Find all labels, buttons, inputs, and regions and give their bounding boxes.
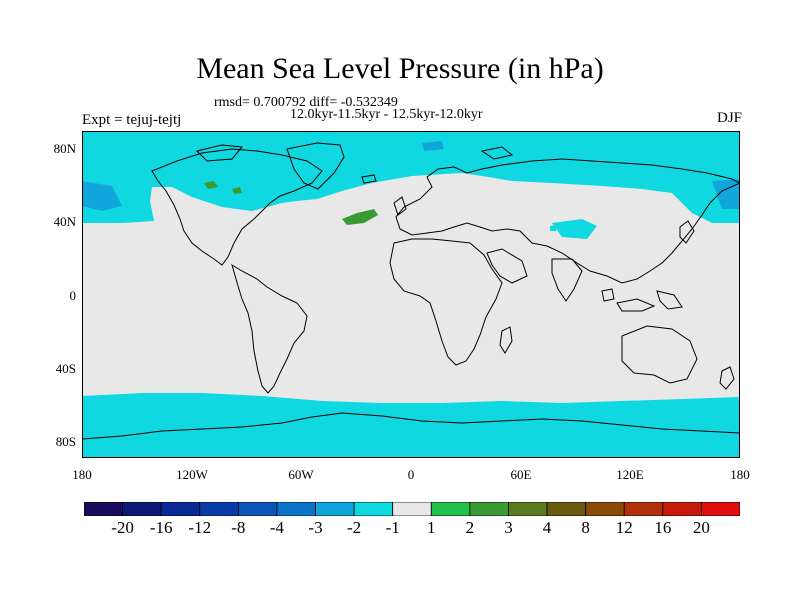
lon-tick-label: 120W bbox=[176, 467, 208, 482]
mid-lat-anomaly-patch bbox=[552, 219, 597, 239]
colorbar-box bbox=[237, 502, 278, 516]
coastlines bbox=[82, 142, 740, 440]
colorbar-label: -16 bbox=[149, 518, 173, 537]
colorbar-box bbox=[353, 502, 394, 516]
colorbar-box bbox=[276, 502, 316, 516]
colorbar-label: -2 bbox=[347, 518, 362, 537]
colorbar-label: -4 bbox=[269, 518, 285, 537]
colorbar-label: 3 bbox=[504, 518, 513, 537]
lat-tick-label: 40N bbox=[53, 214, 76, 229]
colorbar-box bbox=[84, 502, 123, 516]
positive-anomaly-patch bbox=[232, 187, 242, 194]
colorbar-box bbox=[623, 502, 664, 516]
colorbar-label: 2 bbox=[465, 518, 475, 537]
stats-line: rmsd= 0.700792 diff= -0.532349 bbox=[214, 95, 398, 110]
colorbar-box bbox=[662, 502, 702, 516]
colorbar-box bbox=[430, 502, 471, 516]
lon-tick-label: 180 bbox=[730, 467, 750, 482]
colorbar-box bbox=[469, 502, 509, 516]
north-anomaly-band bbox=[82, 131, 740, 223]
colorbar bbox=[84, 502, 740, 516]
colorbar-box bbox=[160, 502, 201, 516]
colorbar-label: 16 bbox=[654, 518, 672, 537]
north-anomaly-band-dark bbox=[82, 181, 122, 211]
colorbar-label: 1 bbox=[427, 518, 436, 537]
colorbar-box bbox=[315, 502, 355, 516]
colorbar-label: 4 bbox=[542, 518, 552, 537]
north-anomaly-band-dark bbox=[422, 141, 444, 151]
experiment-label: Expt = tejuj-tejtj bbox=[82, 112, 182, 128]
south-anomaly-band bbox=[82, 393, 740, 458]
mid-lat-anomaly-patch bbox=[550, 225, 556, 231]
period-line: 12.0kyr-11.5kyr - 12.5kyr-12.0kyr bbox=[290, 107, 483, 122]
positive-anomaly-patch bbox=[204, 181, 218, 189]
lat-tick-label: 0 bbox=[69, 288, 77, 303]
positive-anomaly-patch bbox=[342, 209, 378, 225]
colorbar-label: -3 bbox=[308, 518, 323, 537]
colorbar-label: -20 bbox=[111, 518, 134, 537]
colorbar-box bbox=[585, 502, 625, 516]
lon-tick-label: 60E bbox=[510, 467, 532, 482]
colorbar-box bbox=[199, 502, 239, 516]
lon-tick-label: 60W bbox=[288, 467, 314, 482]
colorbar-box bbox=[508, 502, 548, 516]
colorbar-label: -1 bbox=[385, 518, 400, 537]
colorbar-label: -12 bbox=[188, 518, 212, 537]
lat-tick-label: 40S bbox=[55, 361, 76, 376]
map-title: Mean Sea Level Pressure (in hPa) bbox=[196, 52, 604, 85]
colorbar-box bbox=[122, 502, 162, 516]
colorbar-box bbox=[392, 502, 432, 516]
lon-tick-label: 120E bbox=[616, 467, 644, 482]
lon-tick-label: 180 bbox=[72, 467, 92, 482]
season-label: DJF bbox=[716, 110, 742, 126]
lat-tick-label: 80N bbox=[53, 141, 76, 156]
colorbar-label: 8 bbox=[581, 518, 590, 537]
colorbar-label: 20 bbox=[692, 518, 710, 537]
colorbar-box bbox=[546, 502, 587, 516]
pressure-map bbox=[82, 131, 740, 458]
colorbar-label: 12 bbox=[615, 518, 633, 537]
colorbar-label: -8 bbox=[231, 518, 246, 537]
lat-tick-label: 80S bbox=[55, 434, 76, 449]
lon-tick-label: 0 bbox=[407, 467, 415, 482]
colorbar-box bbox=[701, 502, 740, 516]
